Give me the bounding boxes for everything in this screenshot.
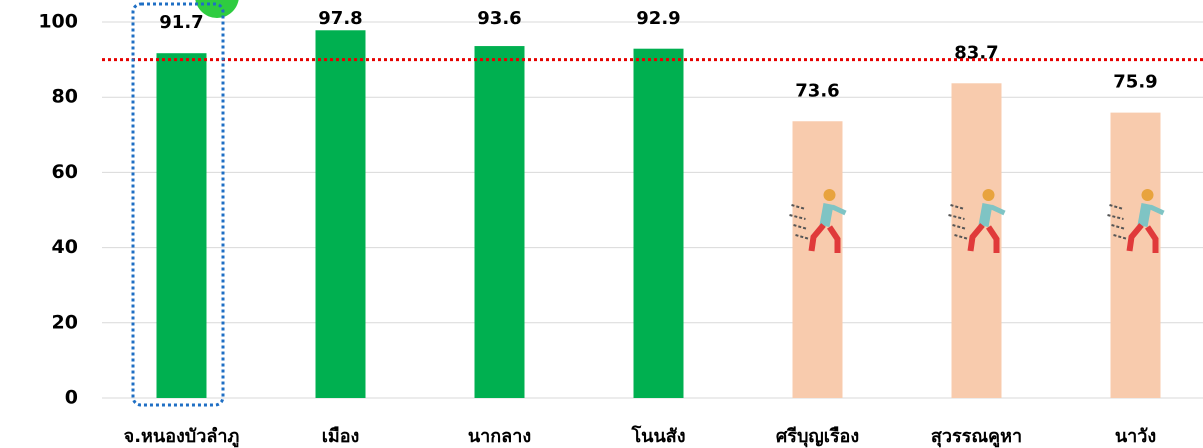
runner-lines (1107, 204, 1128, 240)
y-tick-label: 40 (52, 236, 78, 258)
bar (951, 83, 1002, 399)
value-label: 83.7 (954, 42, 998, 63)
runner-lines (948, 204, 969, 240)
bar (1110, 112, 1161, 398)
runner-head (982, 189, 995, 201)
value-label: 73.6 (795, 80, 839, 101)
y-tick-label: 80 (52, 86, 78, 108)
bar (315, 30, 366, 398)
bar (633, 48, 684, 399)
value-label: 97.8 (318, 8, 362, 29)
y-tick-label: 100 (38, 11, 78, 33)
value-label: 75.9 (1113, 72, 1157, 93)
value-label: 93.6 (477, 8, 521, 29)
runner-body (819, 203, 834, 227)
value-label: 92.9 (636, 8, 680, 29)
runner-head (1141, 189, 1154, 201)
runner-icon (948, 189, 1006, 253)
runner-icon (1107, 189, 1165, 253)
x-tick-label: เมือง (322, 426, 360, 447)
runner-lines (789, 204, 810, 240)
highlight-box (131, 2, 225, 407)
bar (792, 121, 843, 398)
y-tick-label: 0 (65, 387, 78, 409)
runner-legs (1126, 223, 1159, 253)
x-tick-label: สุวรรณคูหา (931, 426, 1022, 448)
runner-body (1137, 203, 1152, 227)
runner-arm (990, 204, 1006, 216)
runner-arm (831, 204, 847, 216)
y-tick-label: 60 (52, 161, 78, 183)
runner-legs (967, 223, 1000, 253)
runner-head (823, 189, 836, 201)
x-tick-label: จ.หนองบัวลำภู (124, 426, 240, 448)
runner-icon (789, 189, 847, 253)
x-tick-label: นากลาง (468, 426, 531, 447)
x-tick-label: นาวัง (1115, 426, 1156, 447)
x-tick-label: โนนสัง (630, 425, 685, 447)
bar (474, 46, 525, 399)
value-label: 91.7 (159, 12, 203, 33)
runner-legs (808, 223, 841, 253)
bar (156, 53, 207, 398)
x-tick-label: ศรีบุญเรือง (776, 426, 859, 448)
y-tick-label: 20 (52, 311, 78, 333)
runner-arm (1149, 204, 1165, 216)
runner-body (978, 203, 993, 227)
badge-icon (195, 0, 239, 18)
